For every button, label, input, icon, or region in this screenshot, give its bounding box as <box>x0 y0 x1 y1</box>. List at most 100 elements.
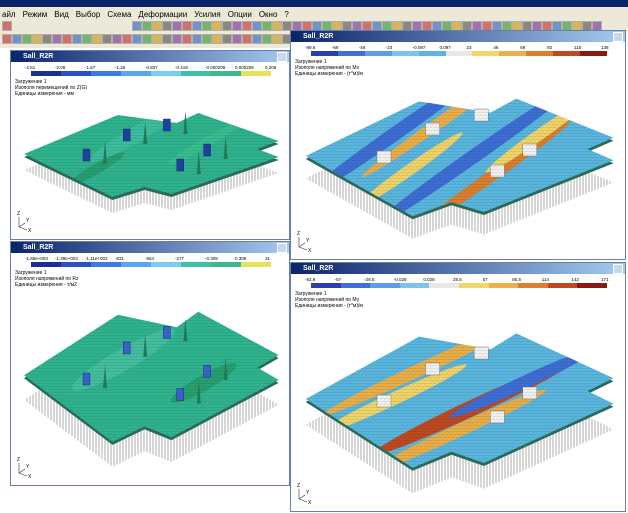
legend-label: -89.6 <box>305 45 316 50</box>
legend-label: -57 <box>334 277 342 282</box>
legend-swatch <box>547 283 578 288</box>
toolbar-button[interactable] <box>172 21 182 31</box>
axis-glyph <box>298 237 308 251</box>
toolbar-button[interactable] <box>142 34 152 44</box>
axis-label: Z <box>297 483 300 489</box>
app-title-bar <box>0 0 628 7</box>
cage-mesh <box>377 395 391 407</box>
toolbar-button[interactable] <box>112 34 122 44</box>
legend-swatch <box>311 283 341 288</box>
menu-item[interactable]: Схема <box>107 10 132 19</box>
toolbar-button[interactable] <box>222 34 232 44</box>
toolbar-button[interactable] <box>242 21 252 31</box>
toolbar-button[interactable] <box>132 34 142 44</box>
legend-swatch <box>445 51 473 56</box>
plate-mesh <box>24 113 279 197</box>
toolbar-button[interactable] <box>162 34 172 44</box>
legend-swatch <box>31 262 61 267</box>
legend-swatch <box>311 51 338 56</box>
toolbar-button[interactable] <box>102 34 112 44</box>
close-button[interactable] <box>277 243 287 253</box>
toolbar-button[interactable] <box>42 34 52 44</box>
menu-item[interactable]: ? <box>284 10 289 19</box>
legend-swatch <box>488 283 519 288</box>
legend-swatch <box>181 262 211 267</box>
toolbar-button[interactable] <box>162 21 172 31</box>
legend-label: -277 <box>175 256 185 261</box>
toolbar-button[interactable] <box>252 21 262 31</box>
legend-label: 69 <box>520 45 526 50</box>
menu-item[interactable]: Режим <box>22 10 48 19</box>
toolbar-button[interactable] <box>122 34 132 44</box>
menu-item[interactable]: Выбор <box>75 10 101 19</box>
toolbar-button[interactable] <box>212 34 222 44</box>
legend-label: 57 <box>482 277 488 282</box>
axis-label: Y <box>26 218 30 224</box>
plate-mesh <box>305 98 614 217</box>
toolbar-button[interactable] <box>152 21 162 31</box>
toolbar-button[interactable] <box>262 21 272 31</box>
toolbar-button[interactable] <box>12 34 22 44</box>
menu-item[interactable]: Опции <box>227 10 252 19</box>
toolbar-button[interactable] <box>172 34 182 44</box>
toolbar-button[interactable] <box>222 21 232 31</box>
toolbar-button[interactable] <box>52 34 62 44</box>
axis-label: Y <box>306 238 310 244</box>
legend-label: 114 <box>541 277 549 282</box>
close-button[interactable] <box>613 264 623 274</box>
toolbar-button[interactable] <box>182 21 192 31</box>
toolbar-button[interactable] <box>132 21 142 31</box>
toolbar-button[interactable] <box>82 34 92 44</box>
legend-label: -1.67 <box>85 65 96 70</box>
toolbar-button[interactable] <box>282 21 292 31</box>
toolbar-button[interactable] <box>62 34 72 44</box>
toolbar-button[interactable] <box>272 34 282 44</box>
legend-swatch <box>91 71 121 76</box>
info-block: Загружение 1 Изополя перемещений по Z(G) Е… <box>15 79 87 97</box>
toolbar-button[interactable] <box>272 21 282 31</box>
legend-swatch <box>459 283 489 288</box>
toolbar-button[interactable] <box>2 21 12 31</box>
column <box>176 158 185 172</box>
toolbar-button[interactable] <box>152 34 162 44</box>
axis-label: X <box>28 474 32 480</box>
toolbar-button[interactable] <box>232 34 242 44</box>
toolbar-button[interactable] <box>192 21 202 31</box>
toolbar-button[interactable] <box>252 34 262 44</box>
legend-label: 0.000209 <box>235 65 254 70</box>
menu-item[interactable]: Усилия <box>194 10 221 19</box>
legend-label: 31 <box>265 256 271 261</box>
mdi-window: Sall_R2R -82.9 -57 -28.5 -0.029 0.028 28.5 57 85… <box>290 262 626 512</box>
toolbar-button[interactable] <box>192 34 202 44</box>
close-button[interactable] <box>277 52 287 62</box>
axis-glyph <box>18 463 28 477</box>
info-line: Единицы измерения - т/м2 <box>15 282 77 288</box>
toolbar-button[interactable] <box>2 34 12 44</box>
menu-item[interactable]: Окно <box>258 10 278 19</box>
legend-label: 142 <box>571 277 579 282</box>
menu-item[interactable]: Вид <box>54 10 69 19</box>
toolbar-button[interactable] <box>92 34 102 44</box>
legend-label: 92 <box>547 45 553 50</box>
toolbar-button[interactable] <box>202 34 212 44</box>
spike <box>143 121 148 144</box>
toolbar-button[interactable] <box>202 21 212 31</box>
axis-label: Z <box>17 457 20 463</box>
toolbar-button[interactable] <box>72 34 82 44</box>
toolbar-button[interactable] <box>232 21 242 31</box>
menu-item[interactable]: Деформации <box>138 10 188 19</box>
toolbar-button[interactable] <box>182 34 192 44</box>
close-button[interactable] <box>613 32 623 42</box>
menu-item[interactable]: айл <box>2 10 16 19</box>
toolbar-button[interactable] <box>22 34 32 44</box>
info-line: Загружение 1 <box>15 270 47 276</box>
legend-label: 171 <box>601 277 609 282</box>
window-title: Sall_R2R <box>11 242 289 253</box>
toolbar-button[interactable] <box>32 34 42 44</box>
toolbar-button[interactable] <box>262 34 272 44</box>
toolbar-button[interactable] <box>242 34 252 44</box>
toolbar-button[interactable] <box>142 21 152 31</box>
legend-label: -2.51 <box>25 65 36 70</box>
axis-label: X <box>308 248 312 254</box>
toolbar-button[interactable] <box>212 21 222 31</box>
